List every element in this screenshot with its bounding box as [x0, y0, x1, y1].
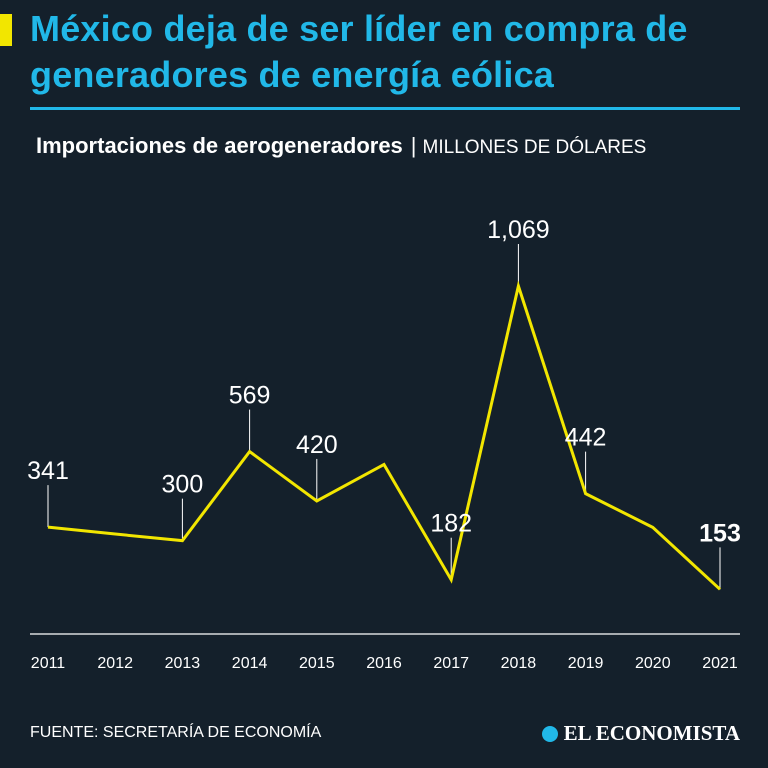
logo-text: EL ECONOMISTA: [563, 721, 740, 745]
source-note: FUENTE: SECRETARÍA DE ECONOMÍA: [30, 724, 322, 741]
chart-subtitle: Importaciones de aerogeneradores | MILLONE…: [36, 133, 646, 159]
x-tick-label: 2015: [299, 655, 335, 672]
x-tick-label: 2011: [31, 655, 66, 672]
logo-mark-icon: [541, 725, 558, 742]
accent-bar: [0, 14, 12, 46]
x-tick-label: 2013: [165, 655, 201, 672]
x-tick-label: 2012: [97, 655, 133, 672]
x-tick-label: 2014: [232, 655, 268, 672]
subtitle-main: Importaciones de aerogeneradores: [36, 133, 403, 158]
data-label: 420: [296, 431, 338, 459]
series-line: [47, 280, 722, 591]
title-divider: [30, 107, 740, 110]
data-label: 569: [229, 382, 271, 410]
publisher-logo: EL ECONOMISTA: [541, 721, 740, 746]
chart-title: México deja de ser líder en compra de ge…: [30, 8, 688, 95]
x-tick-label: 2020: [635, 655, 671, 672]
x-tick-label: 2018: [501, 655, 537, 672]
x-tick-label: 2021: [702, 655, 738, 672]
data-label: 300: [162, 471, 204, 499]
x-tick-label: 2017: [433, 655, 469, 672]
data-label: 182: [430, 510, 472, 538]
x-tick-label: 2019: [568, 655, 604, 672]
subtitle-separator: |: [410, 133, 417, 158]
data-label: 1,069: [487, 216, 550, 244]
x-tick-label: 2016: [366, 655, 402, 672]
data-label: 442: [565, 424, 607, 452]
subtitle-units: MILLONES DE DÓLARES: [422, 137, 647, 158]
data-label: 341: [27, 457, 69, 485]
data-label: 153: [699, 519, 741, 547]
